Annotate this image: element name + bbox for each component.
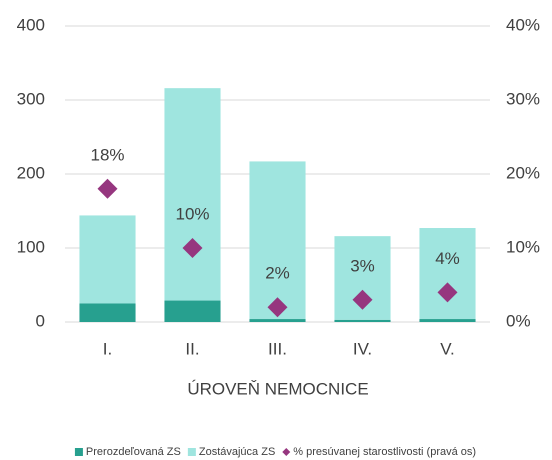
y-tick-label: 200 bbox=[17, 163, 45, 182]
bar bbox=[419, 319, 476, 322]
bar bbox=[419, 228, 476, 320]
data-label: 2% bbox=[265, 264, 290, 283]
marker bbox=[97, 178, 118, 199]
legend-swatch bbox=[187, 448, 196, 456]
y2-tick-label: 0% bbox=[506, 311, 531, 330]
y-tick-label: 300 bbox=[17, 89, 45, 108]
data-label: 4% bbox=[435, 249, 460, 268]
bar bbox=[79, 303, 136, 322]
bar bbox=[249, 319, 306, 322]
marker bbox=[437, 282, 458, 303]
y-tick-label: 100 bbox=[17, 237, 45, 256]
data-label: 18% bbox=[90, 145, 124, 164]
legend-item: Zostávajúca ZS bbox=[187, 446, 275, 458]
x-axis-title: ÚROVEŇ NEMOCNICE bbox=[187, 379, 368, 398]
y2-tick-label: 10% bbox=[506, 237, 540, 256]
y-tick-label: 400 bbox=[17, 15, 45, 34]
x-tick-label: IV. bbox=[353, 339, 372, 358]
data-label: 10% bbox=[175, 204, 209, 223]
legend-swatch bbox=[282, 448, 291, 456]
bar bbox=[164, 88, 221, 301]
marker bbox=[267, 297, 288, 318]
legend-label: Prerozdeľovaná ZS bbox=[86, 446, 181, 458]
bar bbox=[164, 300, 221, 322]
legend-label: % presúvanej starostlivosti (pravá os) bbox=[293, 446, 476, 458]
y2-tick-label: 20% bbox=[506, 163, 540, 182]
legend-item: Prerozdeľovaná ZS bbox=[74, 446, 181, 458]
marker bbox=[182, 238, 203, 258]
x-tick-label: II. bbox=[185, 339, 199, 358]
x-tick-label: V. bbox=[440, 339, 455, 358]
x-tick-label: III. bbox=[268, 339, 287, 358]
legend-label: Zostávajúca ZS bbox=[199, 446, 275, 458]
y2-tick-label: 30% bbox=[506, 89, 540, 108]
bar bbox=[79, 215, 136, 304]
legend-item: % presúvanej starostlivosti (pravá os) bbox=[282, 446, 476, 458]
legend-swatch bbox=[74, 448, 83, 456]
y-tick-label: 0 bbox=[36, 311, 45, 330]
x-tick-label: I. bbox=[103, 339, 112, 358]
y2-tick-label: 40% bbox=[506, 15, 540, 34]
data-label: 3% bbox=[350, 256, 375, 275]
bar bbox=[334, 319, 391, 322]
bar bbox=[249, 161, 306, 320]
marker bbox=[352, 289, 373, 310]
